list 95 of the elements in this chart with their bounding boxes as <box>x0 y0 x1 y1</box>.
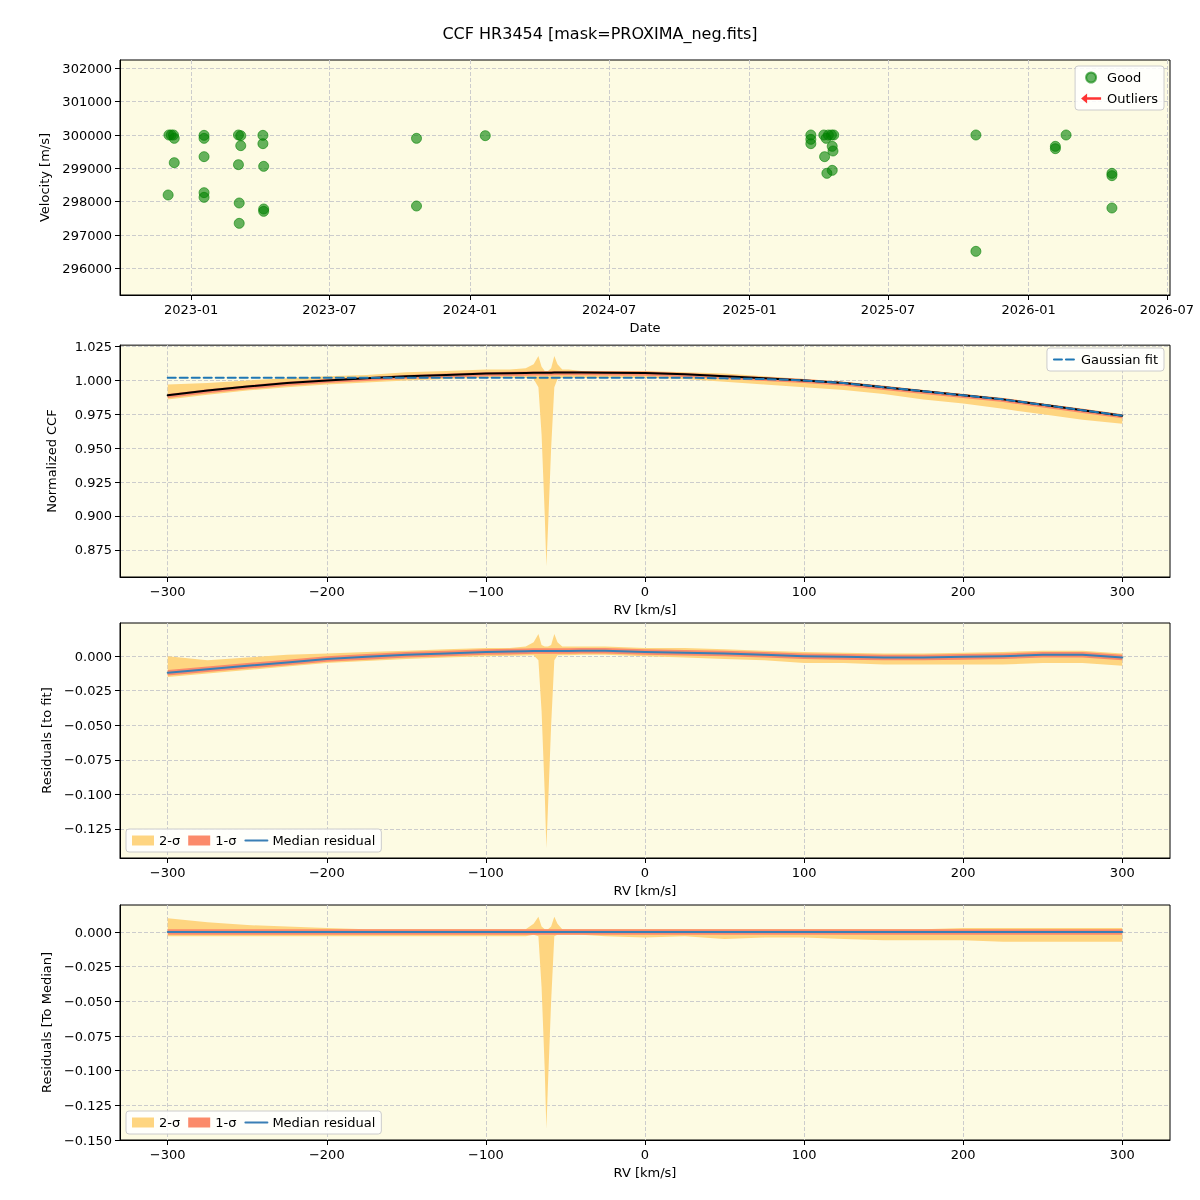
x-tick-label: 2025-01 <box>722 302 777 317</box>
point <box>1060 129 1072 141</box>
x-tick-label: 100 <box>791 865 817 880</box>
x-tick-label: −100 <box>468 865 504 880</box>
x-tick-label: 2026-07 <box>1139 302 1195 317</box>
y-tick-label: 298000 <box>62 194 112 210</box>
y-tick-label: 0.950 <box>74 440 112 456</box>
legend-label: 2-σ <box>159 1115 181 1130</box>
x-tick-label: 0 <box>640 865 650 880</box>
legend-label: Outliers <box>1107 91 1159 106</box>
x-tick-label: −300 <box>149 1147 186 1162</box>
y-tick-label: 1.000 <box>74 372 112 388</box>
x-tick-label: 200 <box>950 865 976 880</box>
x-tick-label: 0 <box>640 584 650 599</box>
point <box>162 189 174 201</box>
point <box>232 159 244 171</box>
y-tick-label: −0.075 <box>63 1028 112 1044</box>
point <box>819 151 831 163</box>
y-tick-label: −0.050 <box>63 993 112 1009</box>
y-tick-label: 0.000 <box>74 648 112 664</box>
point <box>970 129 982 141</box>
y-tick-label: −0.100 <box>63 1063 112 1079</box>
y-axis-title: Residuals [to fit] <box>38 687 54 794</box>
x-tick-label: −100 <box>468 1147 504 1162</box>
x-tick-label: 2023-07 <box>302 302 357 317</box>
y-tick-label: 1.025 <box>74 339 112 354</box>
x-tick-label: 100 <box>791 1147 817 1162</box>
point <box>827 145 839 157</box>
x-tick-label: 2025-07 <box>860 302 916 317</box>
point <box>233 217 245 229</box>
point <box>1106 202 1118 214</box>
point <box>411 200 423 212</box>
y-axis-title: Velocity [m/s] <box>37 132 53 223</box>
y-axis-title: Residuals [To Median] <box>38 951 54 1094</box>
y-tick-label: −0.025 <box>63 683 112 699</box>
y-tick-label: 0.975 <box>74 406 112 422</box>
y-tick-label: −0.050 <box>63 717 112 733</box>
legend-label: Median residual <box>272 833 376 848</box>
y-tick-label: −0.150 <box>63 1132 112 1148</box>
x-axis-title: RV [km/s] <box>613 883 677 898</box>
point <box>235 140 247 152</box>
x-tick-label: 2024-01 <box>442 302 498 317</box>
x-tick-label: −200 <box>308 584 345 599</box>
x-tick-label: 2023-01 <box>163 302 219 317</box>
point <box>168 157 180 169</box>
y-tick-label: 300000 <box>62 127 112 143</box>
point <box>258 160 270 172</box>
y-tick-label: 297000 <box>62 227 112 243</box>
x-tick-label: 300 <box>1109 865 1135 880</box>
x-tick-label: −200 <box>308 865 345 880</box>
x-tick-label: −100 <box>468 584 504 599</box>
x-axis-title: RV [km/s] <box>613 602 677 617</box>
y-tick-label: −0.075 <box>63 752 112 768</box>
x-tick-label: −200 <box>308 1147 345 1162</box>
point <box>970 245 982 257</box>
x-axis-title: RV [km/s] <box>613 1165 677 1180</box>
x-tick-label: 0 <box>640 1147 650 1162</box>
point <box>198 191 210 203</box>
point <box>411 132 423 144</box>
chart-title: CCF HR3454 [mask=PROXIMA_neg.fits] <box>442 23 758 44</box>
legend-label: Median residual <box>272 1115 376 1130</box>
y-tick-label: 299000 <box>62 160 112 176</box>
y-tick-label: −0.125 <box>63 821 112 837</box>
point <box>257 138 269 150</box>
legend-label: Good <box>1107 70 1142 85</box>
x-tick-label: −300 <box>149 865 186 880</box>
y-tick-label: 0.925 <box>74 474 112 490</box>
x-axis-title: Date <box>629 320 661 335</box>
point <box>826 164 838 176</box>
y-tick-label: 301000 <box>62 94 112 110</box>
y-tick-label: −0.025 <box>63 959 112 975</box>
point <box>233 197 245 209</box>
legend-label: 2-σ <box>159 833 181 848</box>
legend-label: 1-σ <box>215 833 237 848</box>
point <box>479 130 491 142</box>
y-tick-label: 296000 <box>62 260 112 276</box>
y-tick-label: 0.875 <box>74 542 112 558</box>
y-tick-label: −0.100 <box>63 786 112 802</box>
y-tick-label: 302000 <box>62 60 112 76</box>
legend-label: 1-σ <box>215 1115 237 1130</box>
y-tick-label: −0.125 <box>63 1097 112 1113</box>
x-tick-label: 300 <box>1109 1147 1135 1162</box>
x-tick-label: 300 <box>1109 584 1135 599</box>
point <box>805 138 817 150</box>
y-axis-title: Normalized CCF <box>44 409 59 513</box>
x-tick-label: 200 <box>950 1147 976 1162</box>
y-tick-label: 0.900 <box>74 508 112 524</box>
x-tick-label: 200 <box>950 584 976 599</box>
x-tick-label: 2026-01 <box>1001 302 1056 317</box>
y-tick-label: 0.000 <box>74 924 112 940</box>
point <box>198 151 210 163</box>
x-tick-label: 2024-07 <box>581 302 637 317</box>
x-tick-label: −300 <box>149 584 186 599</box>
legend-label: Gaussian fit <box>1080 352 1158 367</box>
x-tick-label: 100 <box>791 584 817 599</box>
